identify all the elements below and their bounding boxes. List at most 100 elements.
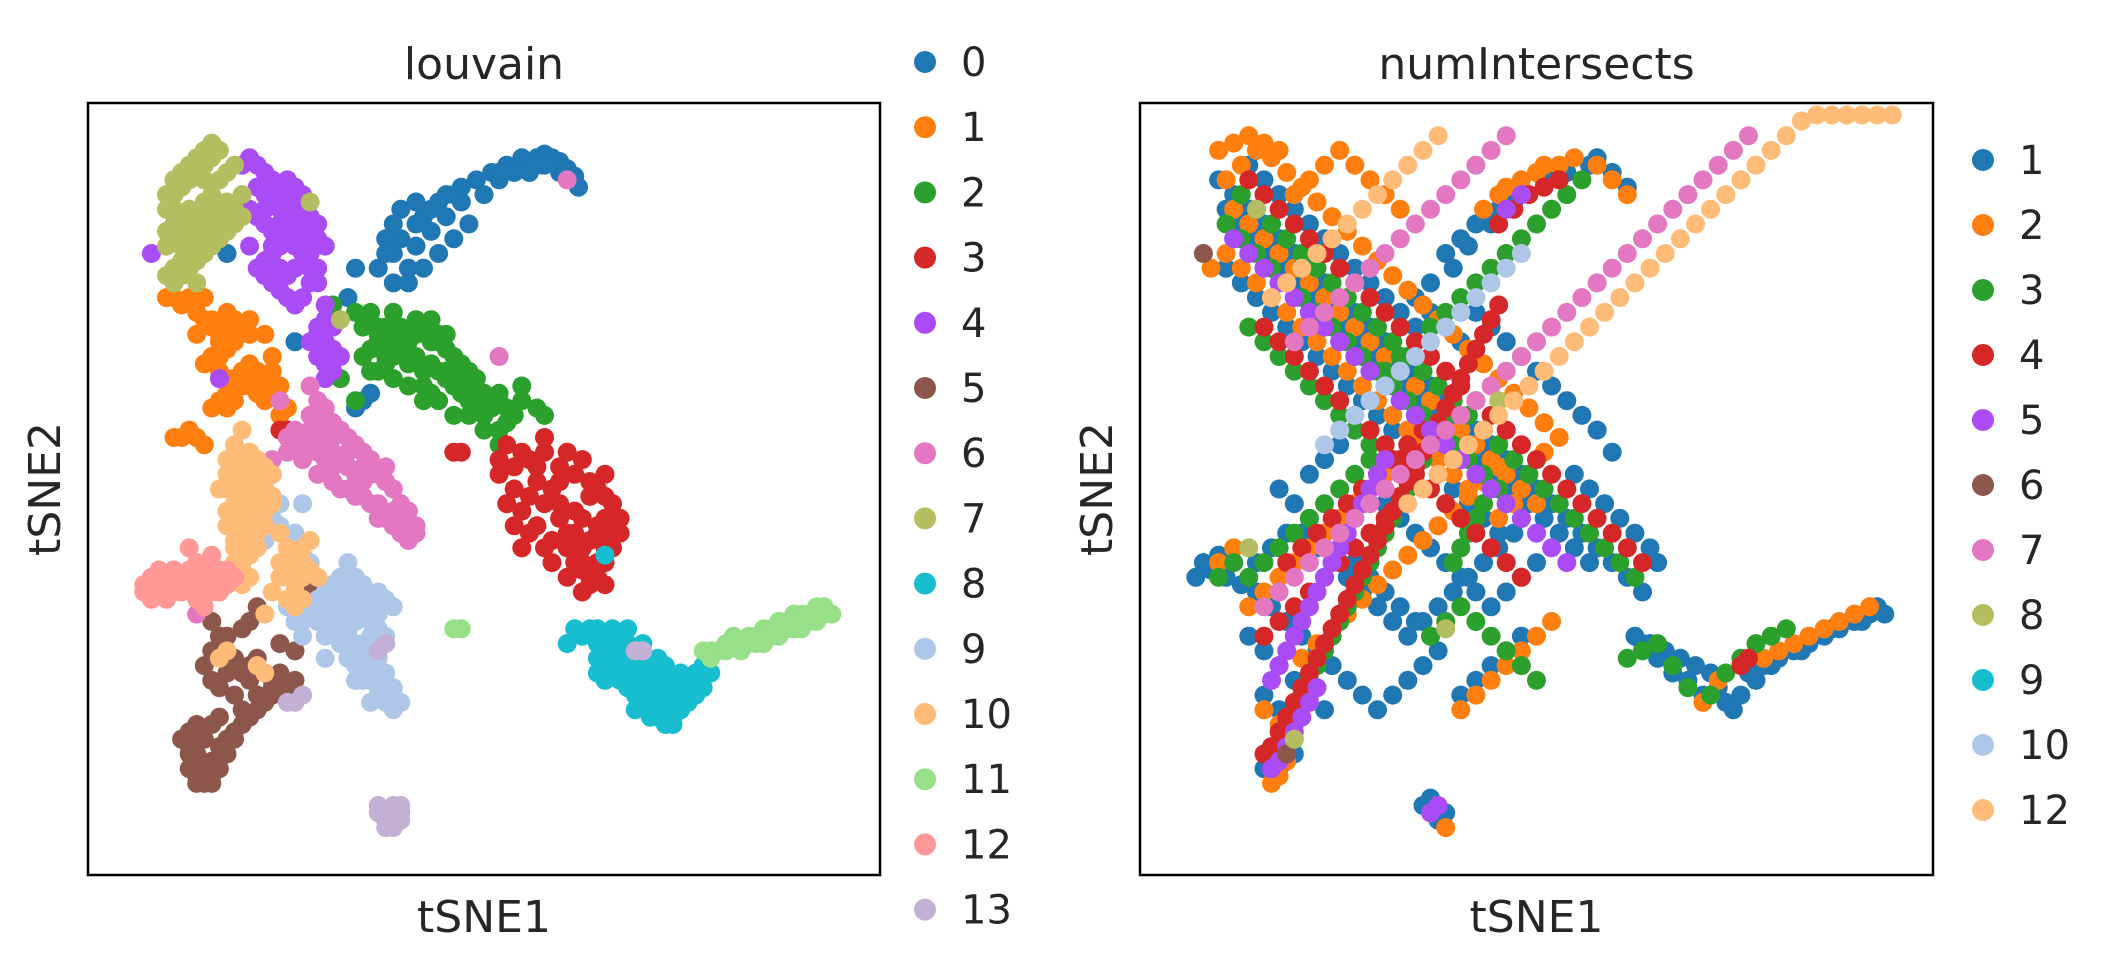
data-point: [436, 207, 456, 227]
legend-label: 13: [961, 888, 1012, 934]
data-point: [1542, 612, 1562, 631]
legend-label: 12: [961, 822, 1012, 868]
data-point: [489, 383, 509, 403]
data-point: [1511, 656, 1531, 676]
legend-marker: [1972, 279, 1994, 301]
data-point: [1489, 508, 1509, 528]
data-point: [701, 648, 721, 668]
data-point: [1390, 391, 1410, 411]
data-point: [1610, 288, 1630, 308]
data-point: [1360, 450, 1380, 470]
data-point: [1360, 361, 1380, 381]
data-point: [1360, 288, 1380, 308]
data-point: [1360, 545, 1380, 565]
data-point: [330, 347, 350, 366]
data-point: [1299, 229, 1319, 249]
data-point: [527, 155, 547, 175]
data-point: [557, 170, 577, 190]
data-point: [187, 273, 207, 293]
data-point: [1284, 347, 1304, 366]
data-point: [247, 685, 267, 705]
data-point: [368, 317, 388, 337]
data-point: [1451, 685, 1471, 705]
data-point: [1451, 288, 1471, 308]
data-point: [255, 199, 275, 219]
data-point: [187, 324, 207, 344]
data-point: [217, 302, 237, 322]
data-point: [383, 273, 403, 293]
data-point: [504, 163, 524, 182]
data-point: [293, 435, 313, 455]
data-point: [1292, 707, 1312, 727]
data-point: [1277, 553, 1297, 573]
data-point: [1239, 214, 1259, 234]
data-point: [285, 670, 305, 690]
data-point: [1701, 685, 1721, 705]
data-point: [414, 391, 433, 411]
data-point: [1299, 361, 1319, 381]
data-point: [1882, 105, 1902, 125]
plot-area: [1186, 105, 1902, 838]
data-point: [1360, 420, 1380, 440]
legend-label: 10: [2019, 723, 2070, 769]
data-point: [1489, 295, 1509, 315]
data-point: [1360, 494, 1380, 514]
data-point: [330, 479, 350, 499]
data-point: [202, 773, 222, 793]
data-point: [603, 494, 622, 514]
series-12: [134, 538, 244, 617]
data-point: [1716, 185, 1736, 205]
data-point: [1315, 302, 1334, 322]
data-point: [323, 589, 343, 609]
data-point: [1299, 170, 1319, 190]
data-point: [459, 214, 479, 234]
legend-marker: [1972, 734, 1994, 756]
data-point: [1678, 678, 1698, 698]
data-point: [1383, 501, 1403, 521]
plot-frame: [1138, 101, 1935, 877]
data-point: [1617, 648, 1637, 668]
data-point: [1436, 435, 1456, 455]
data-point: [262, 685, 282, 705]
data-point: [225, 155, 244, 175]
data-point: [1496, 177, 1516, 197]
data-point: [1572, 288, 1592, 308]
data-point: [1421, 199, 1440, 219]
legend-marker: [914, 572, 936, 595]
data-point: [194, 288, 214, 308]
data-point: [618, 619, 638, 639]
data-point: [1496, 420, 1516, 440]
data-point: [1648, 553, 1668, 573]
data-point: [1602, 523, 1622, 543]
data-point: [217, 450, 237, 470]
data-point: [1428, 641, 1448, 661]
data-point: [1224, 229, 1244, 249]
data-point: [285, 523, 305, 543]
data-point: [1231, 258, 1251, 278]
data-point: [1443, 450, 1463, 470]
data-point: [1413, 612, 1433, 631]
data-point: [338, 288, 358, 308]
data-point: [1390, 464, 1410, 484]
legend-marker: [1972, 149, 1994, 171]
data-point: [1269, 582, 1289, 602]
data-point: [1315, 155, 1334, 175]
data-point: [1489, 435, 1509, 455]
data-point: [1254, 229, 1274, 249]
data-point: [557, 567, 577, 587]
data-point: [1489, 405, 1509, 425]
legend-label: 1: [961, 105, 986, 151]
data-point: [1633, 229, 1652, 249]
data-point: [1269, 347, 1289, 366]
data-point: [1405, 332, 1425, 352]
data-point: [1617, 244, 1637, 263]
legend-label: 5: [961, 366, 986, 412]
data-point: [361, 494, 381, 514]
data-point: [1269, 567, 1289, 587]
legend-label: 7: [961, 496, 986, 542]
data-point: [542, 553, 562, 573]
data-point: [497, 435, 517, 455]
data-point: [1527, 332, 1546, 352]
legend-marker: [914, 311, 936, 334]
